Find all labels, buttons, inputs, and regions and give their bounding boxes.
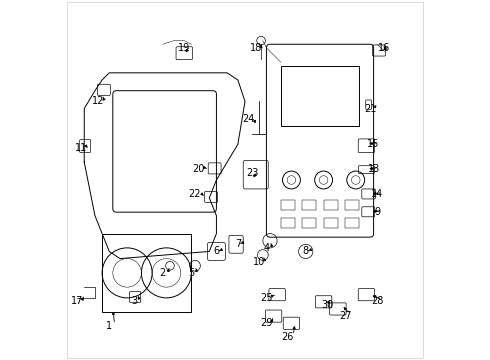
- Text: 17: 17: [71, 296, 83, 306]
- Text: 21: 21: [364, 104, 376, 113]
- Text: 30: 30: [321, 300, 333, 310]
- Text: 10: 10: [253, 257, 266, 267]
- Bar: [281, 201, 295, 210]
- Bar: [323, 201, 338, 210]
- Text: 22: 22: [189, 189, 201, 199]
- Text: 18: 18: [249, 43, 262, 53]
- Text: 28: 28: [371, 296, 383, 306]
- Bar: [323, 218, 338, 228]
- Text: 12: 12: [92, 96, 105, 107]
- Text: 2: 2: [160, 268, 166, 278]
- Bar: [302, 218, 317, 228]
- Text: 29: 29: [260, 318, 272, 328]
- Text: 15: 15: [368, 139, 380, 149]
- Text: 19: 19: [178, 43, 191, 53]
- Bar: [281, 66, 359, 126]
- Text: 1: 1: [106, 321, 112, 332]
- Bar: [102, 234, 192, 312]
- Text: 4: 4: [263, 243, 270, 253]
- Text: 26: 26: [282, 332, 294, 342]
- Text: 13: 13: [368, 164, 380, 174]
- Text: 5: 5: [188, 268, 195, 278]
- Bar: [302, 201, 317, 210]
- Text: 11: 11: [74, 143, 87, 153]
- Text: 3: 3: [131, 296, 137, 306]
- Text: 20: 20: [193, 164, 205, 174]
- Text: 24: 24: [243, 114, 255, 124]
- Bar: [281, 218, 295, 228]
- Text: 9: 9: [374, 207, 380, 217]
- Text: 8: 8: [303, 247, 309, 256]
- Text: 25: 25: [260, 293, 272, 303]
- Text: 7: 7: [235, 239, 241, 249]
- Text: 6: 6: [213, 247, 220, 256]
- Text: 16: 16: [378, 43, 391, 53]
- Text: 27: 27: [339, 311, 351, 321]
- Text: 14: 14: [371, 189, 383, 199]
- Bar: [345, 201, 359, 210]
- Text: 23: 23: [246, 168, 258, 178]
- Bar: [345, 218, 359, 228]
